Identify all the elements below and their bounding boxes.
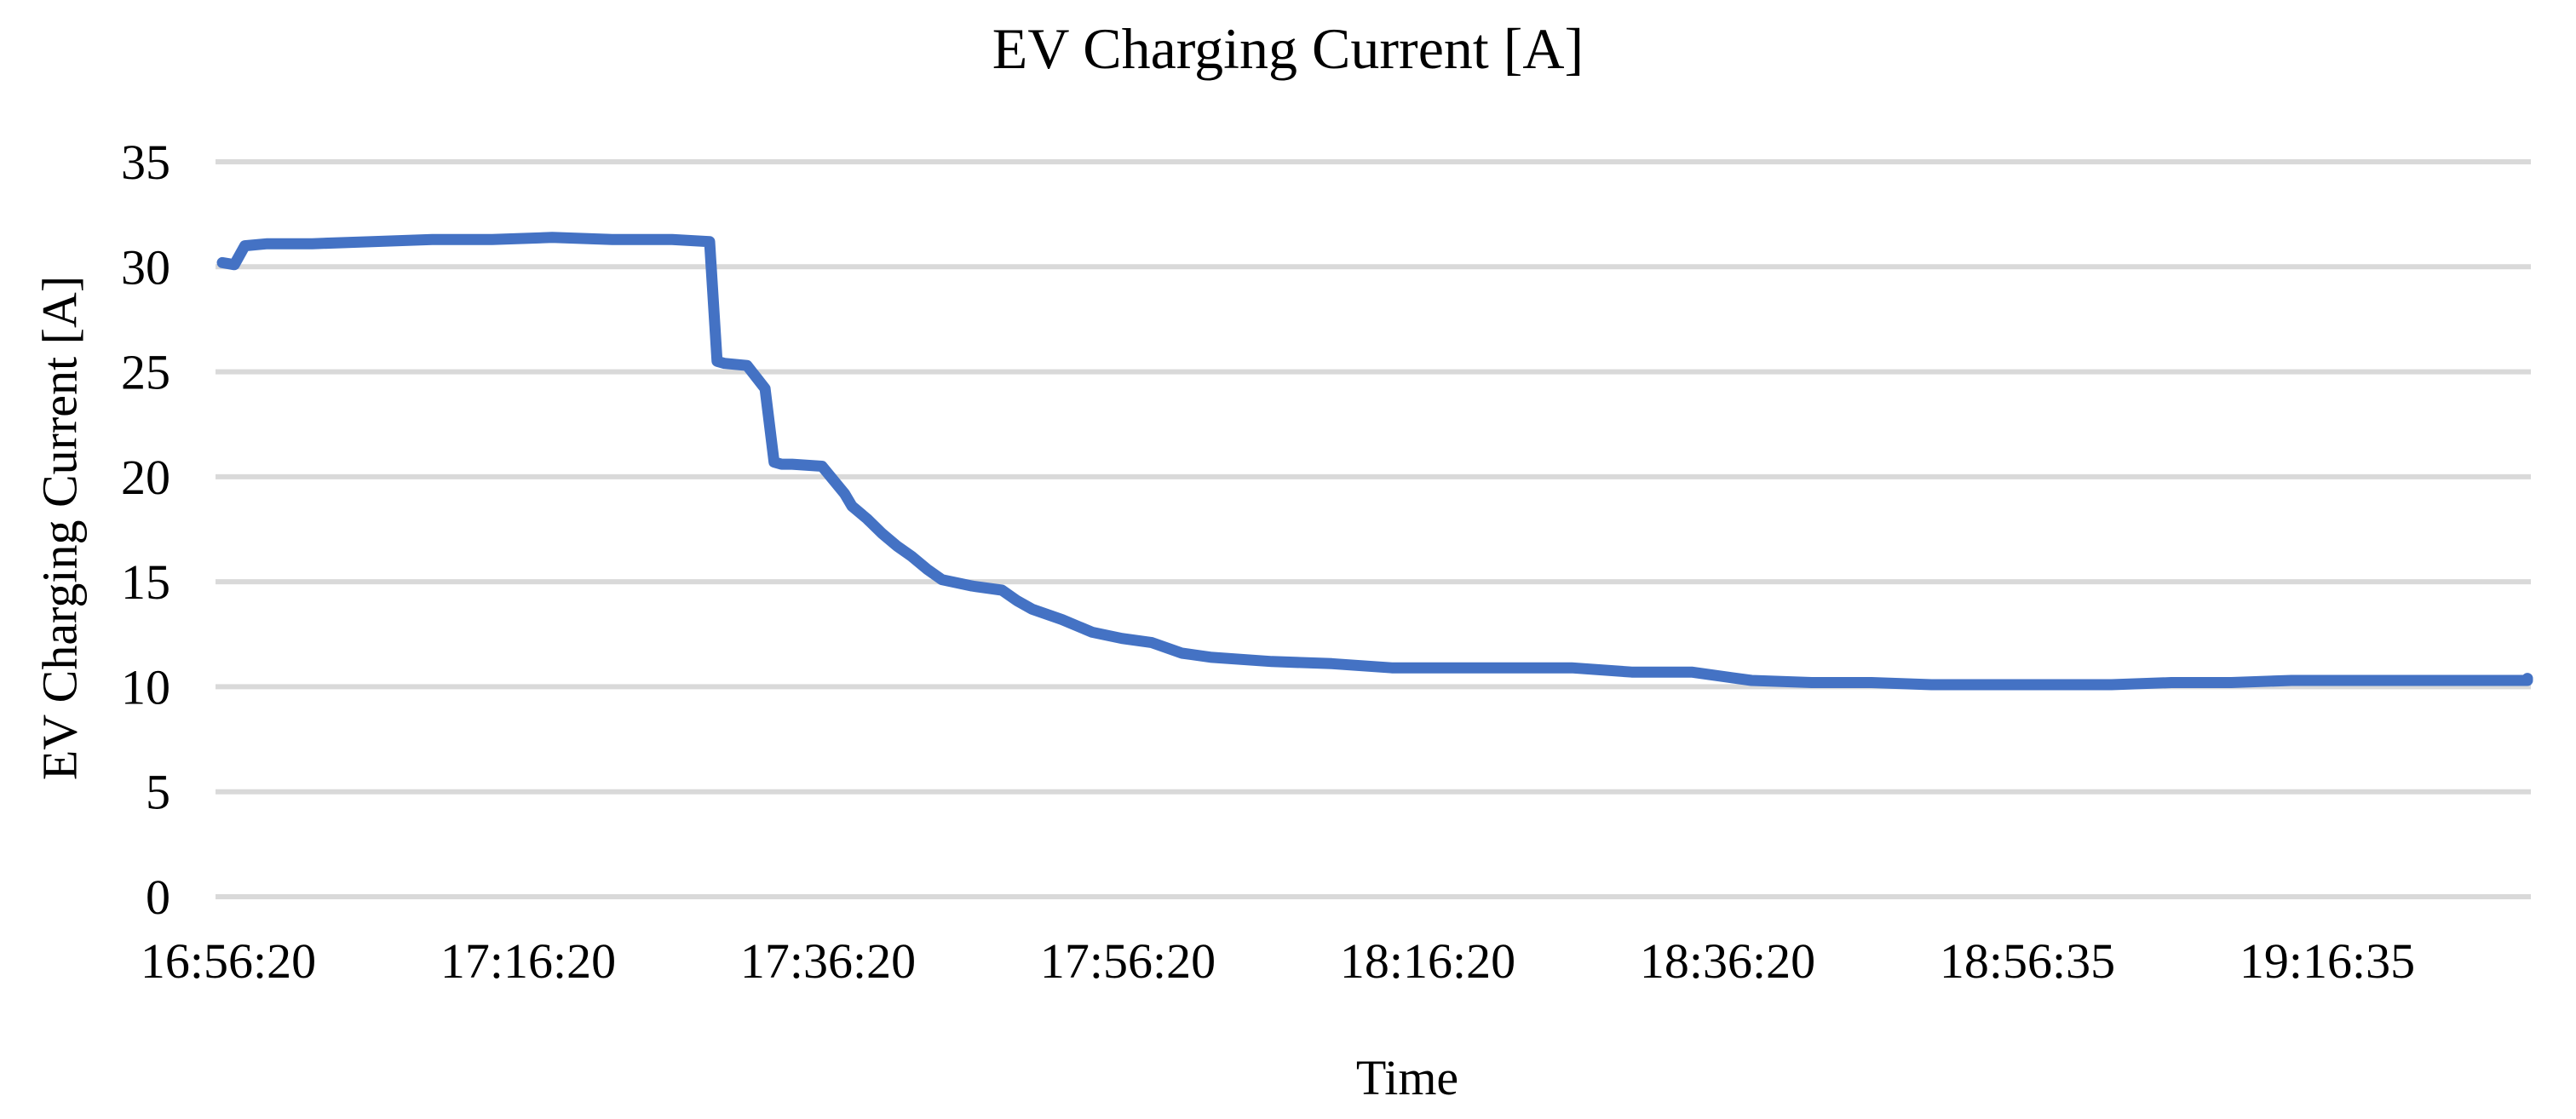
x-tick-label: 18:56:35 xyxy=(1940,933,2115,989)
x-tick-label: 16:56:20 xyxy=(141,933,316,989)
chart-title: EV Charging Current [A] xyxy=(992,16,1584,81)
y-axis-ticks: 0 5 10 15 20 25 30 35 xyxy=(121,135,170,925)
y-tick-label: 10 xyxy=(121,659,170,714)
gridlines xyxy=(216,159,2531,899)
y-tick-label: 15 xyxy=(121,554,170,610)
y-tick-label: 5 xyxy=(146,765,170,820)
y-tick-label: 30 xyxy=(121,239,170,295)
y-tick-label: 35 xyxy=(121,135,170,190)
x-tick-label: 17:56:20 xyxy=(1040,933,1216,989)
x-axis-ticks: 16:56:20 17:16:20 17:36:20 17:56:20 18:16:20… xyxy=(141,933,2415,989)
x-tick-label: 17:36:20 xyxy=(740,933,916,989)
x-tick-label: 18:16:20 xyxy=(1340,933,1515,989)
x-tick-label: 19:16:35 xyxy=(2240,933,2415,989)
y-tick-label: 0 xyxy=(146,869,170,925)
y-tick-label: 20 xyxy=(121,450,170,505)
x-tick-label: 17:16:20 xyxy=(440,933,616,989)
data-line xyxy=(216,232,2533,691)
y-tick-label: 25 xyxy=(121,345,170,400)
x-tick-label: 18:36:20 xyxy=(1640,933,1815,989)
x-axis-title: Time xyxy=(1355,1050,1459,1105)
